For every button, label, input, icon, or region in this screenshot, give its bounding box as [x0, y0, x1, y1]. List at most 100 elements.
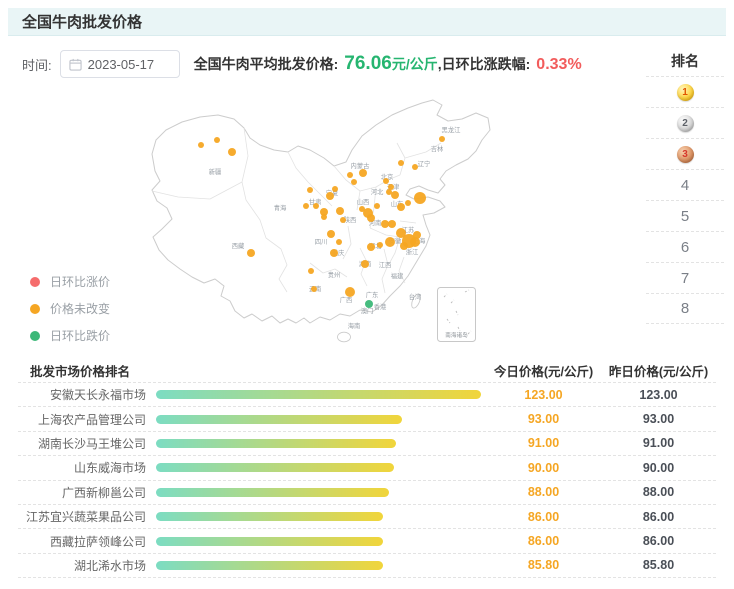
- market-price-dot-flat[interactable]: [359, 169, 367, 177]
- table-row: 西藏拉萨领峰公司 86.00 86.00: [18, 529, 716, 554]
- market-price-dot-flat[interactable]: [313, 203, 319, 209]
- market-price-dot-flat[interactable]: [400, 242, 408, 250]
- market-name: 安徽天长永福市场: [49, 388, 146, 403]
- market-price-dot-flat[interactable]: [410, 237, 420, 247]
- market-price-dot-flat[interactable]: [340, 217, 346, 223]
- market-price-dot-flat[interactable]: [247, 249, 255, 257]
- market-name: 山东威海市场: [73, 461, 146, 476]
- province-label: 内蒙古: [351, 161, 370, 170]
- south-china-sea-inset: [437, 287, 476, 342]
- market-name: 西藏拉萨领峰公司: [49, 534, 146, 549]
- rank-row-1: 1: [646, 76, 724, 107]
- china-price-map: 新疆西藏青海甘肃宁夏内蒙古黑龙江吉林辽宁北京天津河北山西山东陕西河南江苏安徽上海…: [138, 88, 502, 354]
- province-label: 新疆: [209, 167, 222, 176]
- market-price-dot-flat[interactable]: [367, 214, 375, 222]
- table-header-row: 批发市场价格排名 今日价格(元/公斤) 昨日价格(元/公斤): [18, 358, 716, 383]
- market-price-dot-flat[interactable]: [414, 192, 426, 204]
- market-price-dot-flat[interactable]: [439, 136, 445, 142]
- market-price-dot-flat[interactable]: [336, 207, 344, 215]
- price-bar-cell: [146, 536, 486, 546]
- market-price-dot-flat[interactable]: [327, 230, 335, 238]
- market-price-dot-flat[interactable]: [198, 142, 204, 148]
- market-price-dot-flat[interactable]: [347, 172, 353, 178]
- ranking-header: 排名: [671, 53, 699, 69]
- market-price-dot-flat[interactable]: [383, 178, 389, 184]
- market-price-dot-flat[interactable]: [377, 242, 383, 248]
- market-name: 上海农产品管理公司: [37, 412, 146, 427]
- province-label: 重庆: [332, 248, 345, 257]
- market-price-dot-flat[interactable]: [303, 203, 309, 209]
- rank-row-7: 7: [646, 262, 724, 293]
- market-price-dot-flat[interactable]: [359, 206, 365, 212]
- market-price-dot-flat[interactable]: [361, 260, 369, 268]
- rank-number: 7: [680, 269, 690, 287]
- province-label: 河南: [369, 218, 382, 227]
- province-label: 西藏: [232, 241, 245, 250]
- province-label: 安徽: [389, 236, 402, 245]
- market-price-dot-flat[interactable]: [388, 184, 394, 190]
- province-label: 青海: [274, 203, 287, 212]
- table-row: 湖北浠水市场 85.80 85.80: [18, 554, 716, 579]
- medal-2-icon: 2: [676, 114, 694, 132]
- market-price-dot-flat[interactable]: [311, 286, 317, 292]
- market-price-dot-flat[interactable]: [388, 220, 396, 228]
- market-price-dot-flat[interactable]: [326, 192, 334, 200]
- market-price-dot-flat[interactable]: [385, 237, 395, 247]
- market-price-dot-flat[interactable]: [405, 200, 411, 206]
- market-price-dot-flat[interactable]: [330, 249, 338, 257]
- price-bar: [156, 512, 384, 522]
- rank-row-6: 6: [646, 231, 724, 262]
- table-row: 广西新柳邕公司 88.00 88.00: [18, 481, 716, 505]
- price-bar-cell: [146, 560, 486, 570]
- table-row: 湖南长沙马王堆公司 91.00 91.00: [18, 432, 716, 457]
- average-price-label: 全国牛肉平均批发价格:: [193, 56, 339, 72]
- market-price-dot-flat[interactable]: [367, 243, 375, 251]
- market-price-dot-flat[interactable]: [336, 239, 342, 245]
- market-price-dot-flat[interactable]: [332, 186, 338, 192]
- date-picker-input[interactable]: 2023-05-17: [59, 50, 180, 78]
- market-price-dot-flat[interactable]: [307, 187, 313, 193]
- day-change-value: 0.33%: [536, 56, 582, 73]
- market-price-dot-flat[interactable]: [381, 220, 389, 228]
- market-price-dot-flat[interactable]: [228, 148, 236, 156]
- market-name: 广西新柳邕公司: [61, 485, 146, 500]
- medal-3-icon: 3: [676, 145, 694, 163]
- ranking-list: 1 2 3 4 5 6 7 8: [646, 76, 724, 324]
- market-price-dot-flat[interactable]: [412, 164, 418, 170]
- market-price-dot-flat[interactable]: [308, 268, 314, 274]
- market-price-dot-flat[interactable]: [398, 160, 404, 166]
- header-yesterday-price: 昨日价格(元/公斤): [608, 364, 709, 379]
- market-price-dot-down[interactable]: [365, 300, 373, 308]
- yesterday-price: 90.00: [642, 460, 675, 475]
- market-price-dot-flat[interactable]: [391, 191, 399, 199]
- price-bar-cell: [146, 438, 486, 448]
- market-price-dot-flat[interactable]: [345, 287, 355, 297]
- rank-row-3: 3: [646, 138, 724, 169]
- market-price-dot-flat[interactable]: [413, 231, 421, 239]
- rank-number: 8: [680, 300, 690, 317]
- yesterday-price: 85.80: [642, 558, 675, 573]
- table-row: 安徽天长永福市场 123.00 123.00: [18, 383, 716, 408]
- table-row: 江苏宜兴蔬菜果品公司 86.00 86.00: [18, 505, 716, 530]
- market-price-dot-flat[interactable]: [321, 214, 327, 220]
- market-price-dot-flat[interactable]: [351, 179, 357, 185]
- province-label: 甘肃: [309, 197, 322, 206]
- province-label: 辽宁: [418, 159, 431, 168]
- today-price: 85.80: [527, 558, 560, 573]
- price-ranking-table: 批发市场价格排名 今日价格(元/公斤) 昨日价格(元/公斤) 安徽天长永福市场 1…: [18, 358, 716, 579]
- date-value: 2023-05-17: [87, 56, 155, 72]
- province-label: 广东: [366, 290, 379, 299]
- market-price-dot-flat[interactable]: [396, 228, 406, 238]
- market-price-dot-flat[interactable]: [397, 203, 405, 211]
- market-price-dot-flat[interactable]: [386, 189, 392, 195]
- price-dots: [198, 136, 445, 308]
- market-price-dot-flat[interactable]: [214, 137, 220, 143]
- market-price-dot-flat[interactable]: [374, 203, 380, 209]
- today-price: 91.00: [527, 436, 560, 451]
- day-change-label: ,日环比涨跌幅:: [437, 56, 531, 72]
- province-label: 四川: [315, 238, 328, 246]
- price-bar: [156, 438, 397, 448]
- rank-number: 5: [680, 207, 690, 225]
- market-price-dot-flat[interactable]: [320, 208, 328, 216]
- yesterday-price: 91.00: [642, 436, 675, 451]
